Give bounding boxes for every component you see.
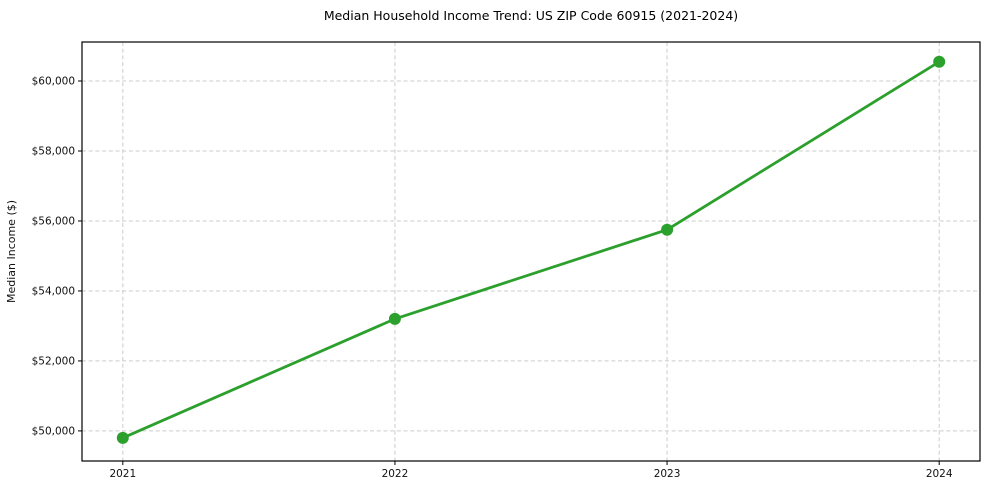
y-tick-label: $56,000 <box>32 215 75 227</box>
series-median-household-income <box>116 55 946 444</box>
y-tick-label: $60,000 <box>32 76 75 88</box>
x-tick-label: 2021 <box>109 468 136 480</box>
x-tick-label: 2022 <box>382 468 409 480</box>
y-tick-label: $52,000 <box>32 355 75 367</box>
x-axis: 2021 2022 2023 2024 <box>109 42 953 480</box>
x-tick-label: 2023 <box>654 468 681 480</box>
data-point-marker <box>661 223 674 236</box>
plot-frame <box>81 41 981 462</box>
y-tick-label: $58,000 <box>32 145 75 157</box>
x-tick-label: 2024 <box>926 468 953 480</box>
y-axis-label: Median Income ($) <box>5 200 18 303</box>
chart-title: Median Household Income Trend: US ZIP Co… <box>323 8 739 23</box>
y-tick-label: $50,000 <box>32 425 75 437</box>
data-point-marker <box>933 55 946 68</box>
y-axis: $50,000 $52,000 $54,000 $56,000 $58,000 $60,0… <box>32 76 980 437</box>
data-point-marker <box>388 312 401 325</box>
y-tick-label: $54,000 <box>32 285 75 297</box>
data-point-marker <box>116 431 129 444</box>
trend-line <box>121 60 941 440</box>
